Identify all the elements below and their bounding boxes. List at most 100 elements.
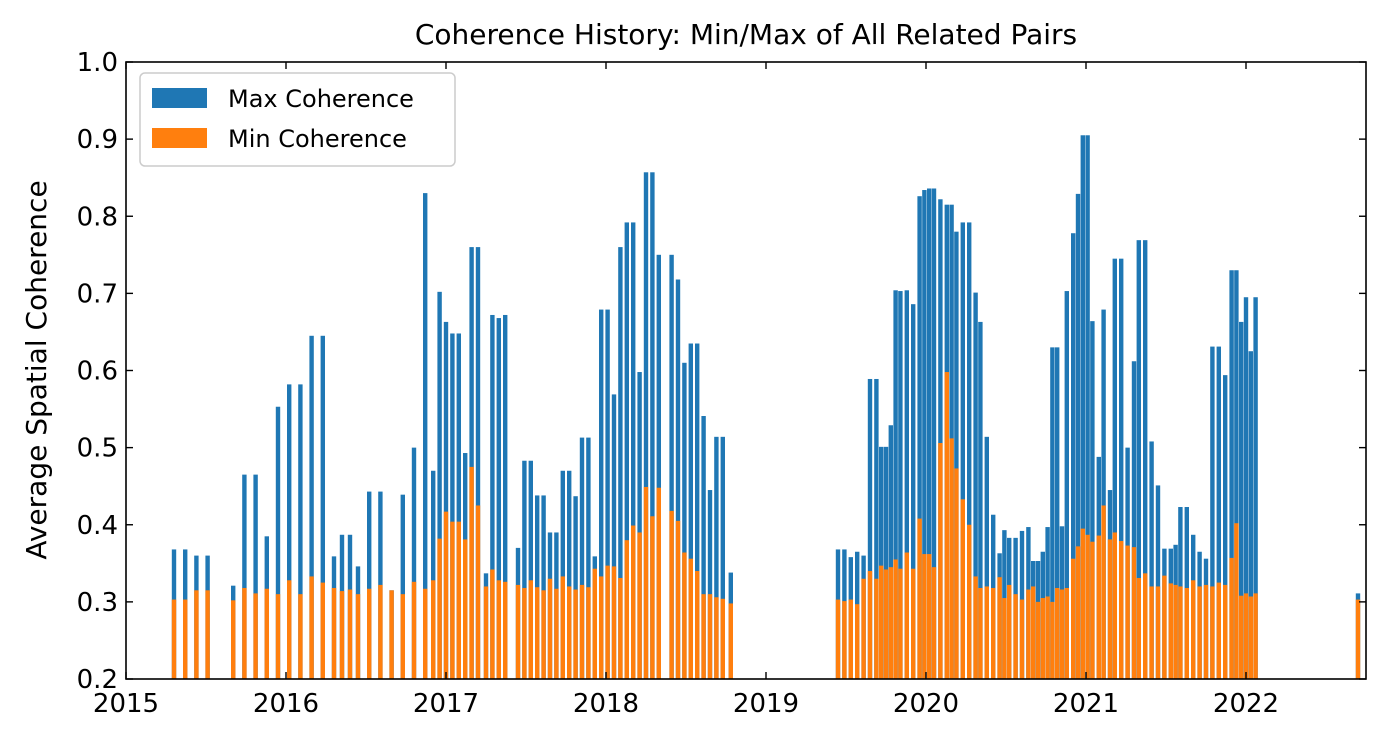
plot-frame [125,61,1367,680]
min-coherence-bar [1168,583,1173,679]
min-coherence-bar [960,499,965,679]
min-coherence-bar [728,603,733,679]
min-coherence-bar [287,580,292,679]
max-coherence-bar [253,474,258,679]
min-coherence-bar [183,599,188,679]
min-coherence-bar [931,567,937,679]
min-coherence-bar [1191,580,1196,679]
min-coherence-bar [1071,558,1076,679]
x-tick-label: 2021 [1053,689,1119,719]
max-coherence-bar [954,231,959,680]
min-coherence-bar [205,590,210,679]
min-coherence-bar [1234,523,1239,679]
y-tick-label: 1.0 [77,48,118,78]
max-coherence-bar [1223,375,1228,679]
max-coherence-bar [1149,441,1154,679]
max-coherence-bar [475,247,481,679]
min-coherence-bar [1162,575,1167,679]
min-coherence-bar [535,587,540,679]
max-coherence-bar [1253,297,1258,679]
max-coherence-bar [707,490,713,679]
min-coherence-bar [637,532,642,679]
max-coherence-bar [1131,361,1137,679]
max-coherence-bar [922,190,927,679]
min-coherence-bar [1019,599,1025,679]
min-coherence-bar [973,576,978,679]
min-coherence-bar [1002,598,1007,679]
min-coherence-bar [573,589,578,679]
min-coherence-bar [944,372,949,679]
min-coherence-bar [720,598,725,679]
min-coherence-bar [599,576,604,679]
max-coherence-bar [1090,321,1095,679]
min-coherence-bar [567,586,572,679]
min-coherence-bar [1243,593,1249,679]
max-coherence-bar [898,291,903,679]
max-coherence-bar [437,291,442,679]
min-coherence-bar [1080,528,1085,679]
max-coherence-bar [496,318,501,679]
min-coherence-bar [1096,535,1101,679]
min-coherence-bar [879,565,884,679]
max-coherence-bar [298,384,303,679]
x-tick-label: 2015 [93,689,159,719]
max-coherence-bar [1075,193,1081,679]
legend-label-min: Min Coherence [228,125,407,153]
max-coherence-bar [1136,240,1141,679]
min-coherence-bar [1248,596,1253,679]
min-coherence-bar [411,581,417,679]
max-coherence-bar [631,222,636,680]
min-coherence-bar [1216,582,1221,679]
max-coherence-bar [927,188,932,680]
min-coherence-bar [355,594,361,679]
max-coherence-bar [720,436,725,679]
min-coherence-bar [967,524,972,679]
min-coherence-bar [347,589,353,679]
max-coherence-bar [541,495,546,679]
max-coherence-bar [682,362,687,679]
min-coherence-bar [997,577,1002,679]
max-coherence-bar [701,416,706,679]
x-tick-label: 2016 [253,689,319,719]
min-coherence-bar [835,599,841,679]
min-coherence-bar [949,438,954,679]
min-coherence-bar [400,594,405,679]
min-coherence-bar [547,578,553,679]
max-coherence-bar [888,425,893,679]
x-tick-label: 2019 [733,689,799,719]
max-coherence-bar [931,188,937,680]
min-coherence-bar [650,516,655,679]
min-coherence-bar [669,510,674,679]
min-coherence-bar [1203,584,1209,679]
min-coherence-bar [1112,532,1117,679]
x-tick-label: 2020 [893,689,959,719]
max-coherence-bar [611,394,617,679]
max-coherence-bar [1248,351,1253,679]
max-coherence-bar [1143,240,1148,679]
min-coherence-bar [874,578,879,679]
min-coherence-bar [917,518,922,679]
max-coherence-bar [450,333,455,679]
min-coherence-bar [904,552,909,679]
max-coherence-bar [1071,233,1076,679]
min-coherence-bar [1223,584,1228,679]
min-coherence-bar [1143,573,1148,679]
max-coherence-bar [960,222,965,680]
min-coherence-bar [469,466,474,679]
max-coherence-bar [656,254,661,679]
min-coherence-bar [496,580,501,679]
min-coherence-bar [867,571,873,679]
max-coherence-bar [431,470,436,679]
min-coherence-bar [1173,584,1178,679]
min-coherence-bar [1107,539,1113,679]
max-coherence-bar [579,437,585,679]
min-coherence-bar [1026,589,1031,679]
min-coherence-bar [984,586,989,679]
min-coherence-bar [631,525,636,679]
min-coherence-bar [1064,587,1069,679]
min-coherence-bar [618,577,623,679]
max-coherence-bar [714,436,719,679]
legend: Max Coherence Min Coherence [139,72,456,167]
x-tick-label: 2022 [1213,689,1279,719]
max-coherence-bar [1234,270,1239,679]
